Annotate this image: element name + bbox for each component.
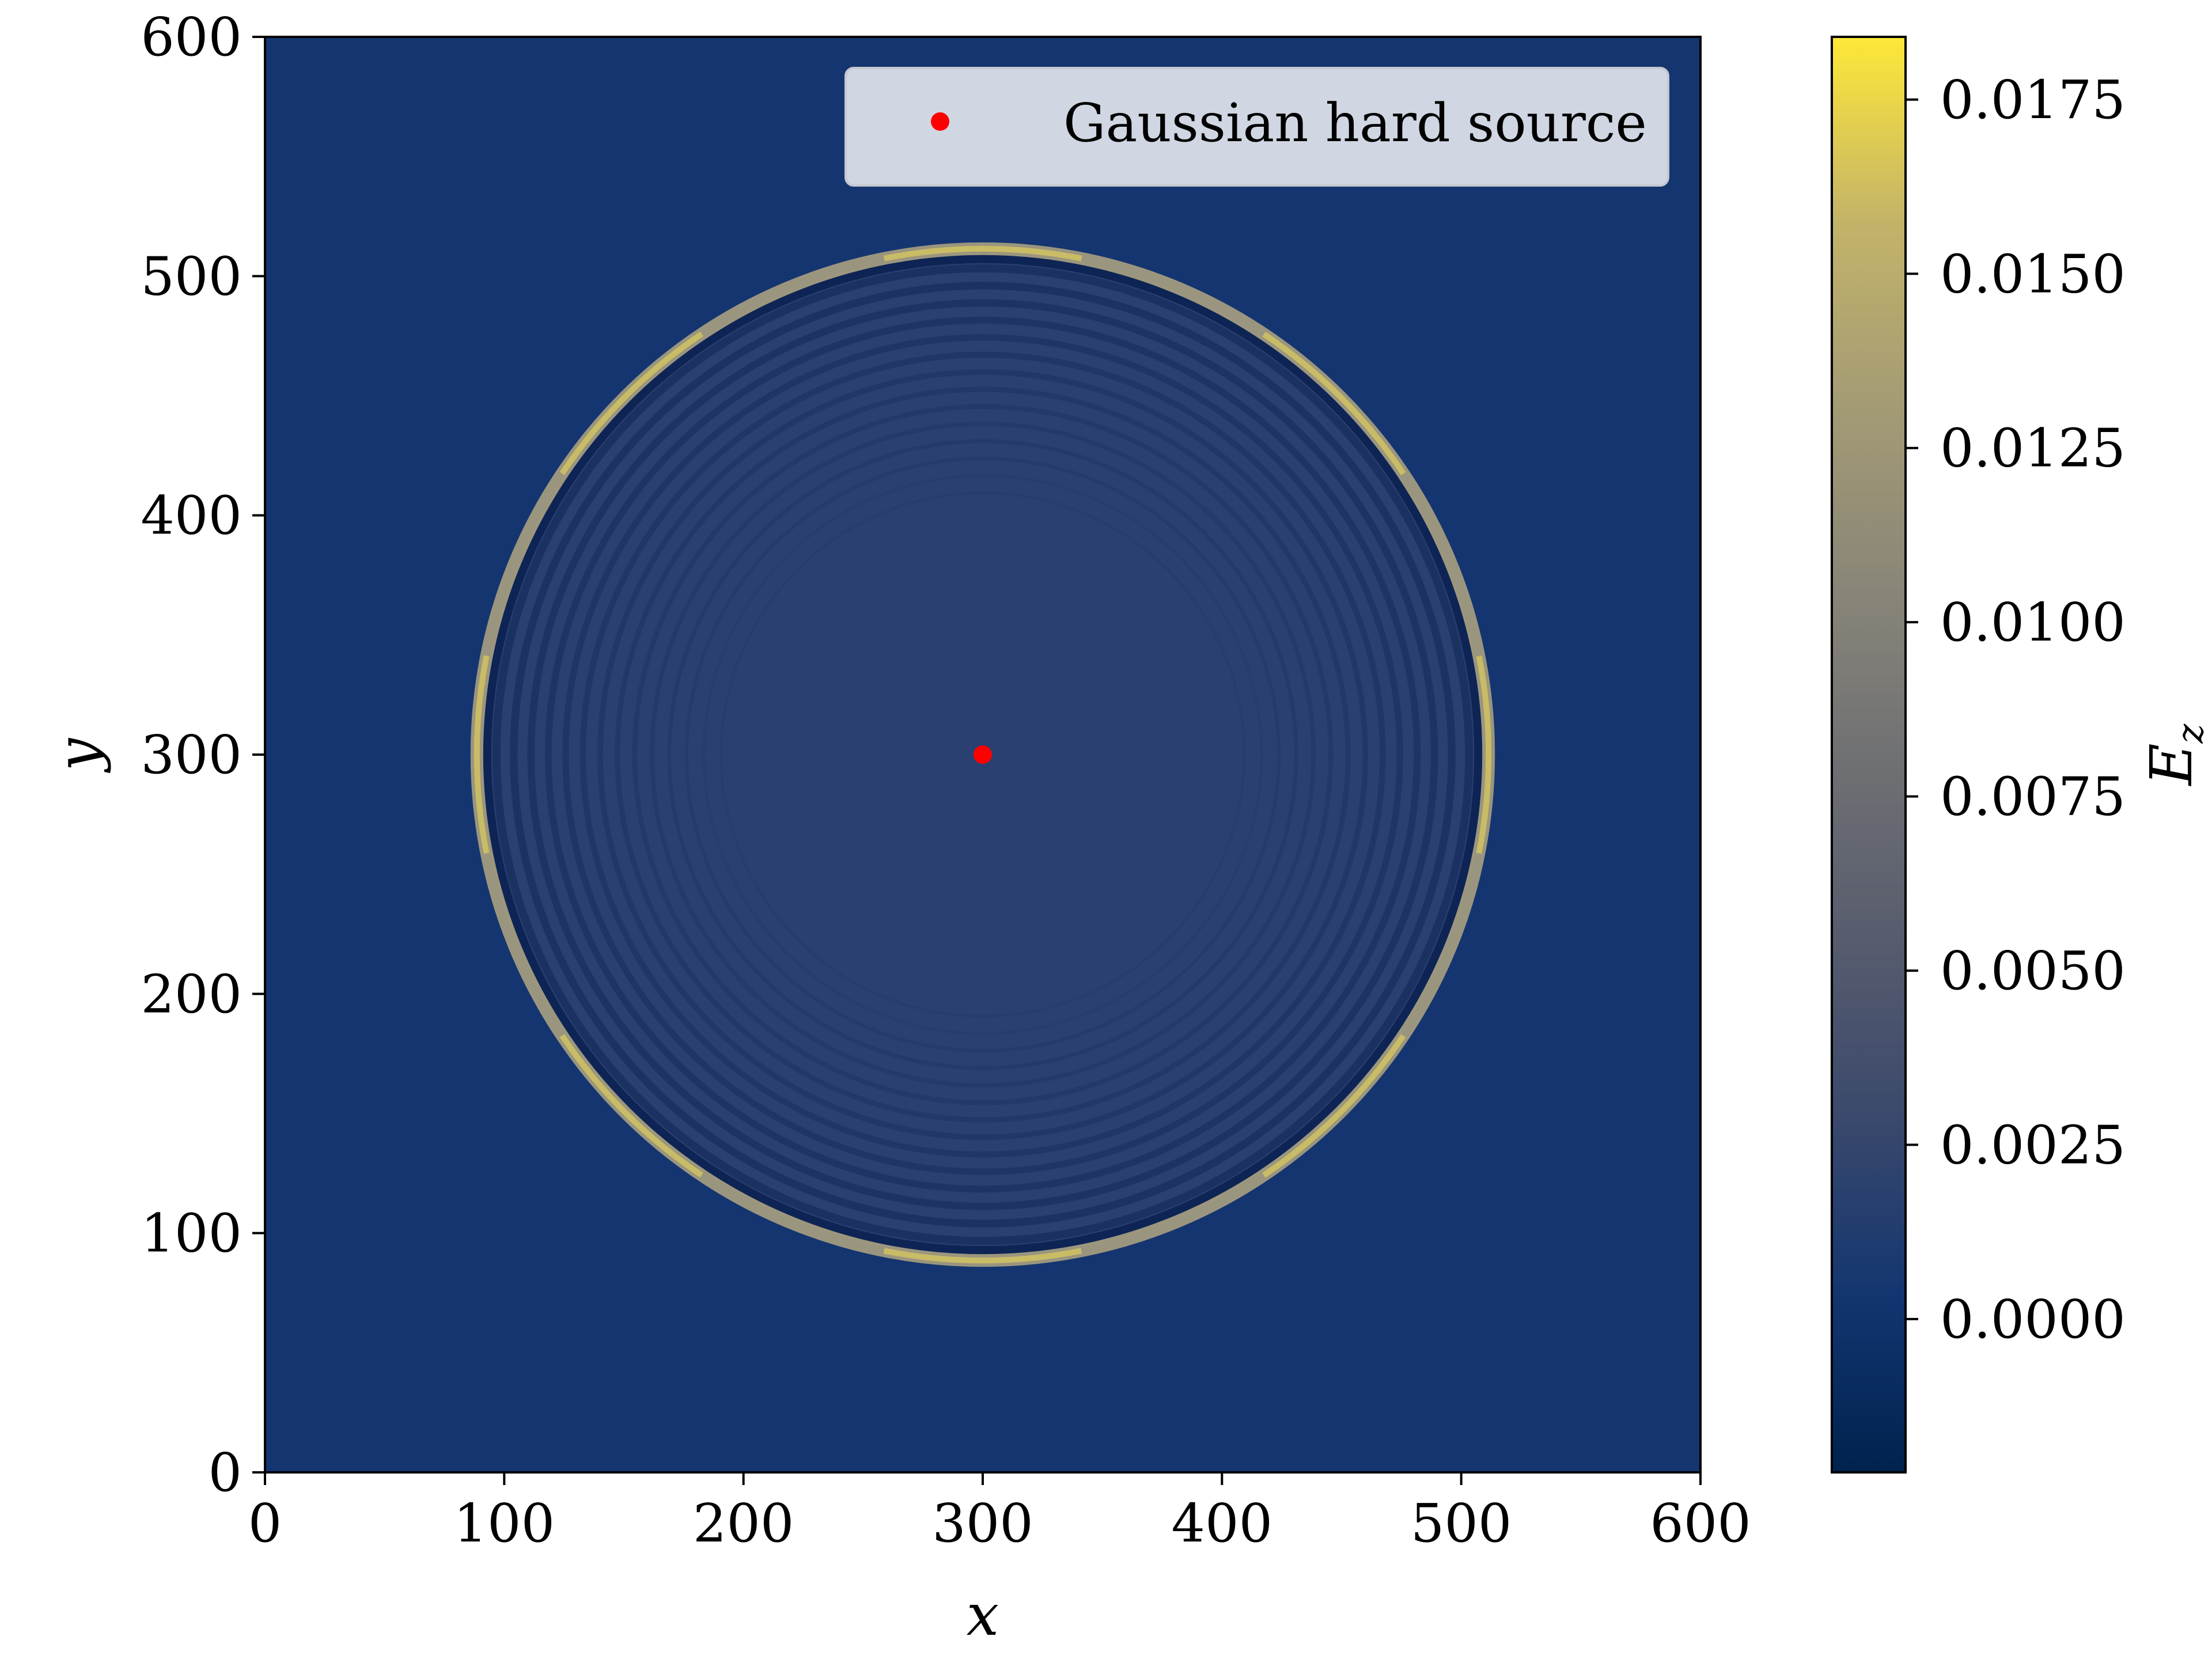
interior-ring <box>702 474 1264 1036</box>
y-tick-label: 200 <box>141 963 242 1025</box>
y-tick-label: 500 <box>141 245 242 307</box>
x-tick-label: 100 <box>454 1493 555 1554</box>
wavefront-peak-highlight <box>474 245 1492 1264</box>
interior-ring <box>492 264 1474 1245</box>
y-tick-label: 400 <box>141 485 242 547</box>
colorbar-tick-label: 0.0075 <box>1940 766 2126 828</box>
interior-ring <box>719 491 1246 1018</box>
colorbar-tick-label: 0.0025 <box>1940 1114 2126 1176</box>
colorbar-tick-label: 0.0150 <box>1940 243 2126 305</box>
colorbar-tick-label: 0.0000 <box>1940 1289 2126 1350</box>
colorbar-tick-label: 0.0050 <box>1940 940 2126 1002</box>
interior-ring <box>684 456 1281 1053</box>
y-tick-label: 300 <box>141 724 242 786</box>
wavefront-dark-ring <box>483 255 1483 1255</box>
interior-ring <box>649 421 1316 1088</box>
interior-ring <box>544 316 1421 1193</box>
legend-box <box>844 67 1669 187</box>
x-tick-label: 600 <box>1650 1493 1751 1554</box>
interior-ring <box>562 334 1403 1175</box>
colorbar-ticks: 0.0000 0.0025 0.0050 0.0075 0.0100 0.0125 0.01… <box>1906 69 2126 1350</box>
y-axis-ticks: 0 100 200 300 400 500 600 <box>141 6 265 1503</box>
interior-ring <box>632 404 1334 1105</box>
interior-ring <box>597 369 1369 1141</box>
y-tick-label: 100 <box>141 1203 242 1264</box>
y-tick-label: 600 <box>141 6 242 68</box>
x-tick-label: 200 <box>693 1493 794 1554</box>
legend-label: Gaussian hard source <box>1063 92 1647 154</box>
colorbar-tick-label: 0.0100 <box>1940 592 2126 653</box>
x-tick-label: 0 <box>248 1493 282 1554</box>
interior-ring <box>579 351 1386 1158</box>
colorbar-label-subscript: z <box>2169 723 2212 744</box>
colorbar-tick-label: 0.0125 <box>1940 418 2126 479</box>
interior-ring <box>510 282 1456 1228</box>
y-axis-label: y <box>44 737 112 773</box>
legend-marker <box>931 112 949 131</box>
interior-ring <box>615 387 1351 1123</box>
colorbar-gradient <box>1831 36 1907 1474</box>
x-axis-ticks: 0 100 200 300 400 500 600 <box>248 1472 1751 1554</box>
x-tick-label: 500 <box>1411 1493 1512 1554</box>
x-tick-label: 400 <box>1172 1493 1273 1554</box>
colorbar-tick-label: 0.0175 <box>1940 69 2126 131</box>
colorbar-label: Ez <box>2138 723 2212 786</box>
x-axis-label: x <box>967 1581 999 1649</box>
x-tick-label: 300 <box>932 1493 1033 1554</box>
source-marker-layer <box>974 745 992 764</box>
source-point <box>974 745 992 764</box>
interior-ring <box>667 439 1298 1070</box>
y-tick-label: 0 <box>208 1442 242 1503</box>
interior-ring <box>527 299 1438 1210</box>
colorbar: 0.0000 0.0025 0.0050 0.0075 0.0100 0.0125 0.01… <box>1831 36 2212 1474</box>
legend: Gaussian hard source <box>844 67 1669 187</box>
